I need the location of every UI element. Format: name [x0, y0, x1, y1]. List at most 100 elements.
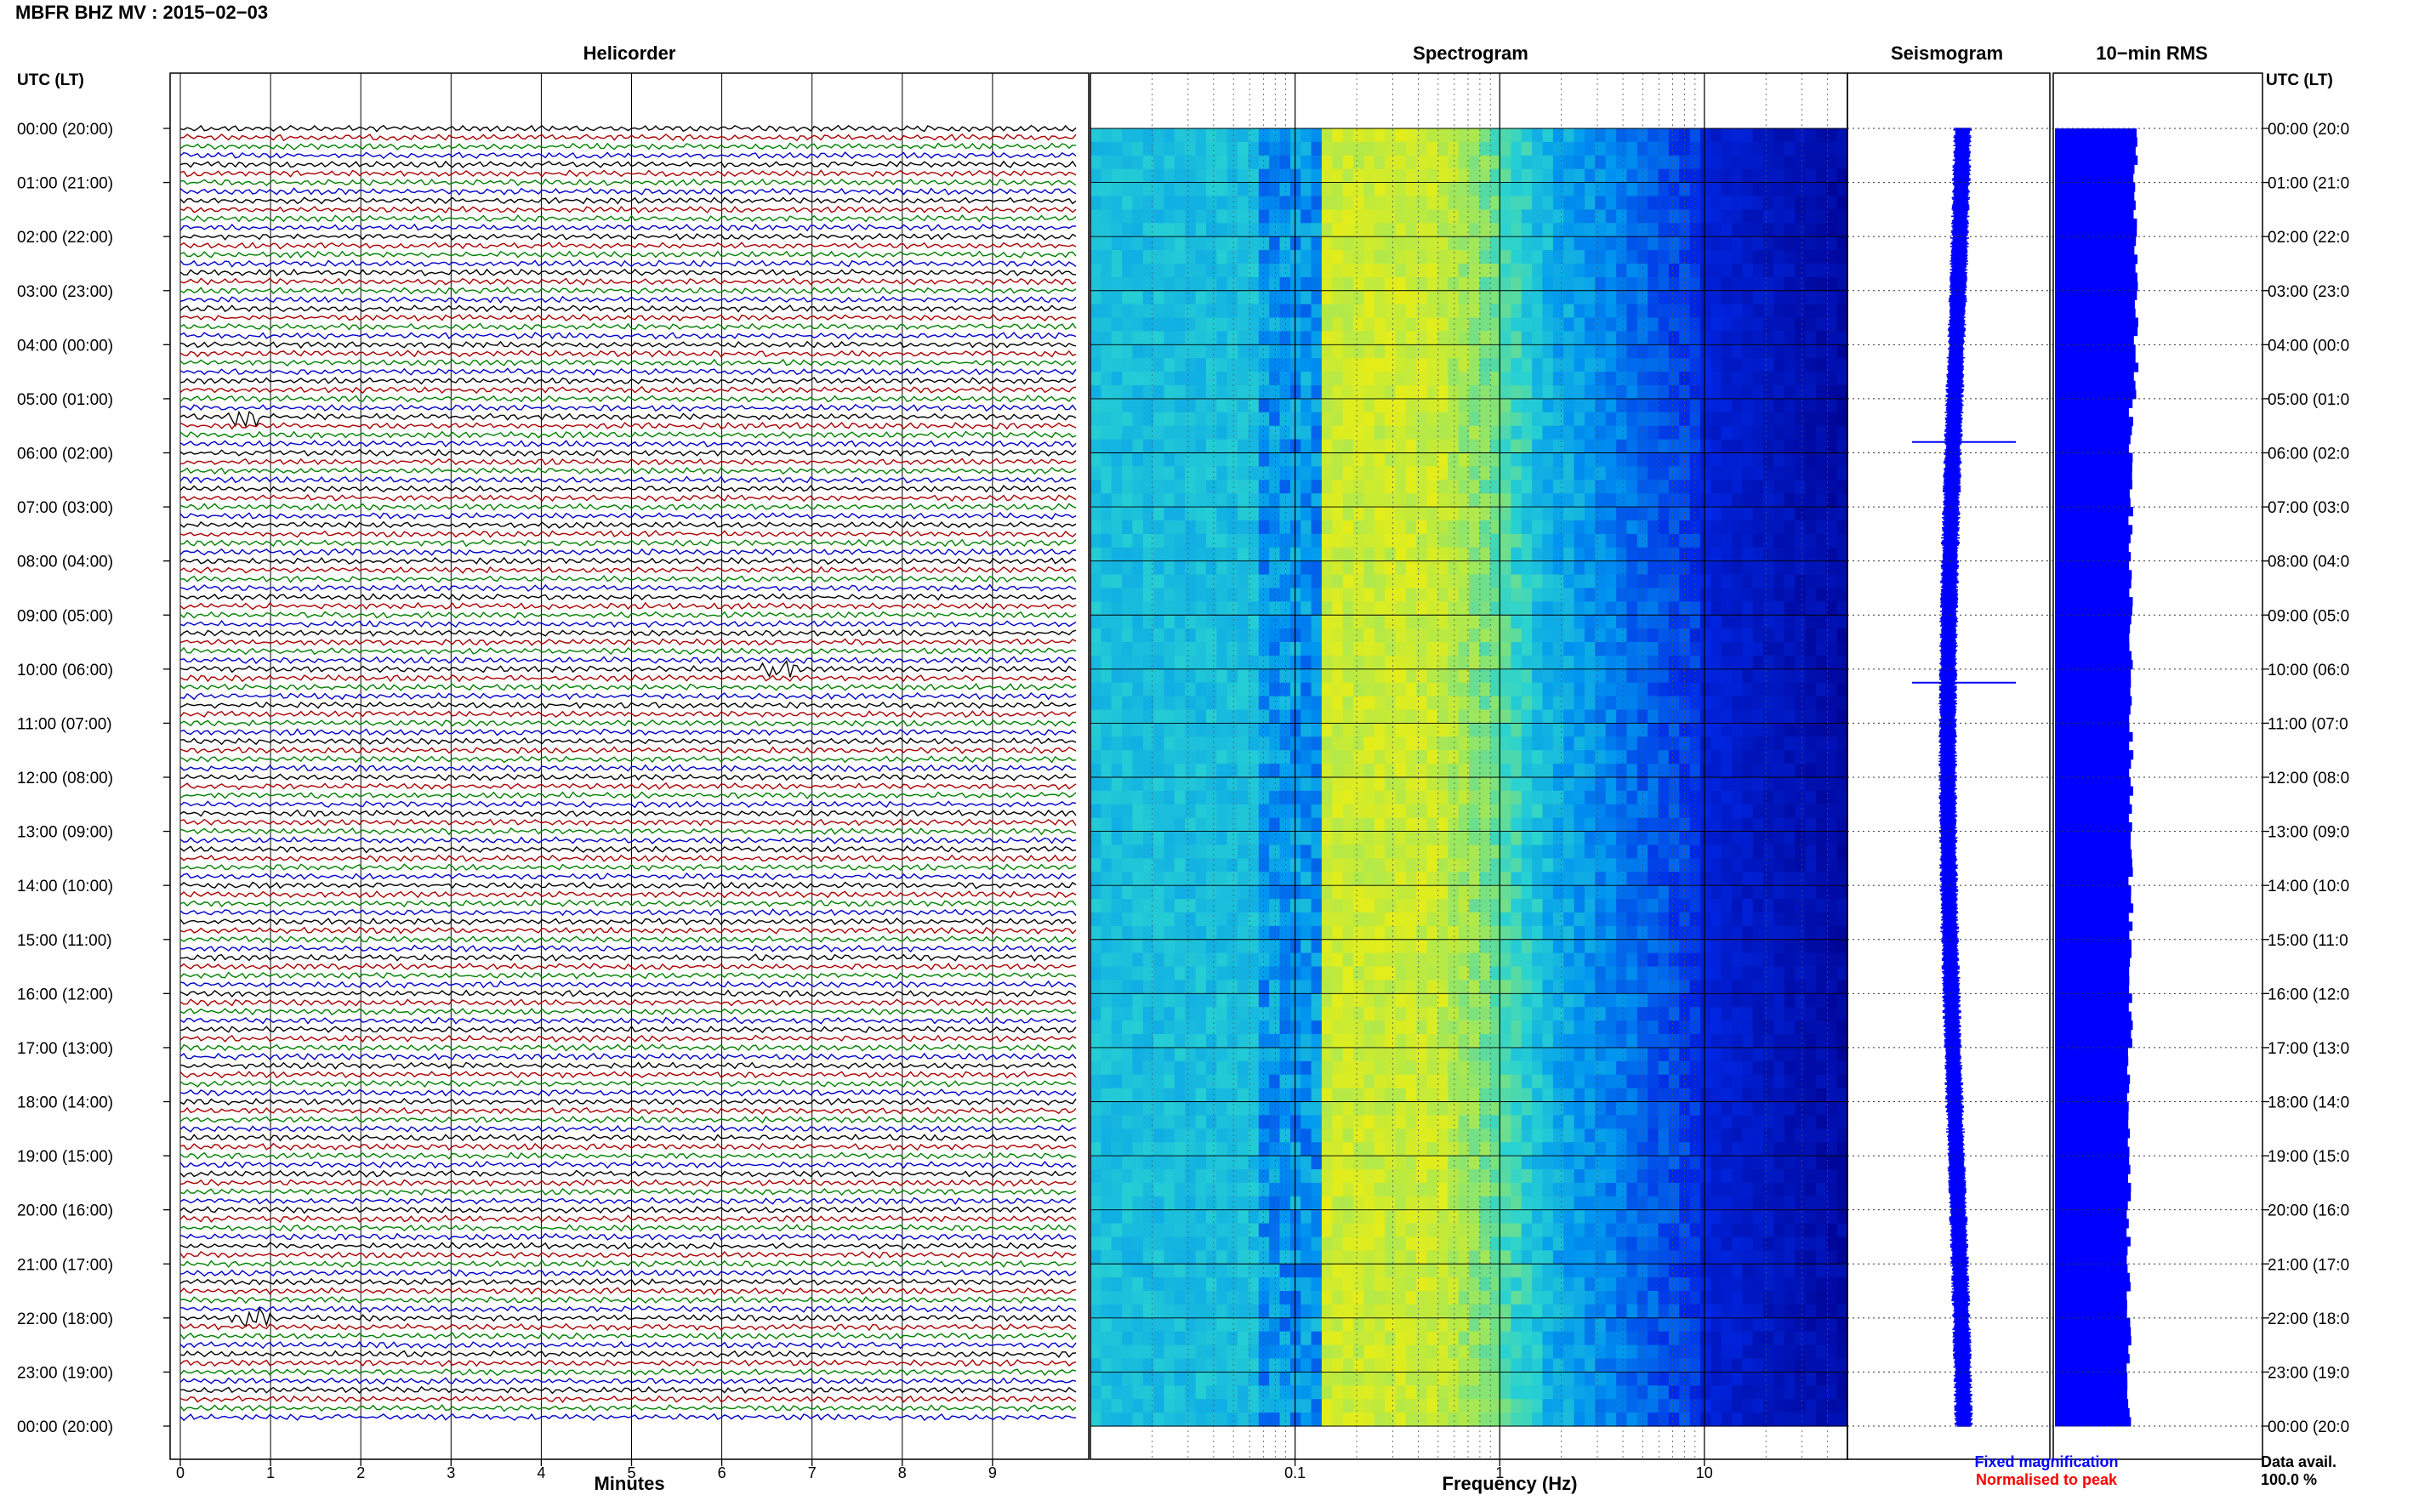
spectrogram-cell	[1679, 885, 1691, 900]
spectrogram-cell	[1479, 790, 1491, 805]
spectrogram-cell	[1174, 236, 1186, 251]
spectrogram-cell	[1374, 682, 1386, 697]
spectrogram-cell	[1469, 858, 1480, 873]
spectrogram-cell	[1206, 993, 1217, 1008]
spectrogram-cell	[1111, 520, 1123, 535]
spectrogram-cell	[1185, 601, 1197, 616]
spectrogram-cell	[1164, 196, 1175, 210]
spectrogram-cell	[1732, 439, 1743, 454]
spectrogram-cell	[1479, 588, 1491, 602]
spectrogram-cell	[1363, 764, 1375, 778]
spectrogram-cell	[1363, 331, 1375, 345]
spectrogram-cell	[1552, 317, 1564, 332]
spectrogram-cell	[1595, 128, 1607, 143]
spectrogram-cell	[1342, 980, 1354, 994]
spectrogram-cell	[1668, 507, 1680, 521]
spectrogram-cell	[1732, 1020, 1743, 1035]
spectrogram-cell	[1710, 777, 1722, 792]
spectrogram-cell	[1826, 182, 1838, 197]
spectrogram-cell	[1458, 533, 1470, 549]
spectrogram-cell	[1216, 1007, 1228, 1021]
spectrogram-cell	[1248, 520, 1260, 535]
spectrogram-cell	[1836, 385, 1848, 400]
spectrogram-cell	[1521, 547, 1533, 562]
spectrogram-cell	[1836, 952, 1848, 968]
spectrogram-cell	[1521, 412, 1533, 427]
spectrogram-cell	[1238, 507, 1249, 521]
spectrogram-cell	[1279, 682, 1291, 697]
spectrogram-cell	[1784, 885, 1796, 900]
spectrogram-cell	[1301, 480, 1312, 494]
spectrogram-cell	[1269, 574, 1281, 589]
spectrogram-cell	[1153, 912, 1165, 927]
spectrogram-cell	[1321, 1020, 1333, 1035]
spectrogram-cell	[1763, 466, 1775, 480]
spectrogram-cell	[1164, 439, 1175, 454]
spectrogram-cell	[1258, 655, 1270, 670]
spectrogram-cell	[1132, 817, 1144, 833]
spectrogram-cell	[1805, 533, 1817, 549]
spectrogram-cell	[1289, 398, 1301, 413]
spectrogram-cell	[1784, 385, 1796, 400]
helicorder-trace	[179, 1322, 1077, 1332]
spectrogram-cell	[1195, 817, 1207, 833]
spectrogram-cell	[1164, 209, 1175, 224]
spectrogram-cell	[1552, 574, 1564, 589]
spectrogram-cell	[1437, 1020, 1449, 1035]
spectrogram-cell	[1532, 209, 1544, 224]
spectrogram-cell	[1206, 628, 1217, 643]
spectrogram-cell	[1426, 993, 1438, 1008]
spectrogram-cell	[1773, 696, 1785, 711]
spectrogram-cell	[1426, 412, 1438, 427]
spectrogram-cell	[1574, 425, 1585, 441]
spectrogram-cell	[1542, 425, 1554, 441]
spectrogram-cell	[1795, 480, 1807, 494]
spectrogram-cell	[1721, 439, 1733, 454]
spectrogram-cell	[1626, 560, 1638, 576]
spectrogram-cell	[1721, 331, 1733, 345]
spectrogram-cell	[1511, 412, 1523, 427]
spectrogram-cell	[1289, 209, 1301, 224]
spectrogram-cell	[1301, 547, 1312, 562]
spectrogram-cell	[1658, 831, 1670, 846]
spectrogram-cell	[1090, 574, 1101, 589]
spectrogram-cell	[1636, 276, 1648, 292]
spectrogram-cell	[1616, 358, 1628, 372]
spectrogram-cell	[1332, 466, 1344, 480]
spectrogram-cell	[1216, 709, 1228, 724]
spectrogram-cell	[1710, 858, 1722, 873]
spectrogram-cell	[1826, 128, 1838, 143]
spectrogram-cell	[1353, 466, 1364, 480]
spectrogram-cell	[1279, 601, 1291, 616]
spectrogram-cell	[1405, 358, 1417, 372]
spectrogram-cell	[1521, 723, 1533, 737]
spectrogram-cell	[1815, 331, 1827, 345]
spectrogram-cell	[1164, 358, 1175, 372]
spectrogram-cell	[1448, 182, 1460, 197]
spectrogram-cell	[1206, 372, 1217, 386]
spectrogram-cell	[1805, 480, 1817, 494]
spectrogram-cell	[1132, 331, 1144, 345]
spectrogram-cell	[1416, 966, 1428, 981]
spectrogram-cell	[1574, 952, 1585, 968]
spectrogram-cell	[1258, 128, 1270, 143]
spectrogram-cell	[1174, 655, 1186, 670]
spectrogram-cell	[1090, 872, 1101, 886]
spectrogram-cell	[1111, 290, 1123, 305]
spectrogram-cell	[1658, 560, 1670, 576]
spectrogram-cell	[1395, 588, 1407, 602]
spectrogram-cell	[1374, 209, 1386, 224]
spectrogram-cell	[1469, 560, 1480, 576]
spectrogram-cell	[1626, 331, 1638, 345]
spectrogram-cell	[1321, 709, 1333, 724]
spectrogram-cell	[1795, 236, 1807, 251]
spectrogram-cell	[1122, 196, 1134, 210]
spectrogram-cell	[1511, 493, 1523, 508]
spectrogram-cell	[1448, 993, 1460, 1008]
spectrogram-cell	[1142, 696, 1154, 711]
spectrogram-cell	[1521, 372, 1533, 386]
spectrogram-cell	[1342, 317, 1354, 332]
spectrogram-cell	[1416, 250, 1428, 264]
spectrogram-cell	[1279, 507, 1291, 521]
spectrogram-cell	[1122, 250, 1134, 264]
